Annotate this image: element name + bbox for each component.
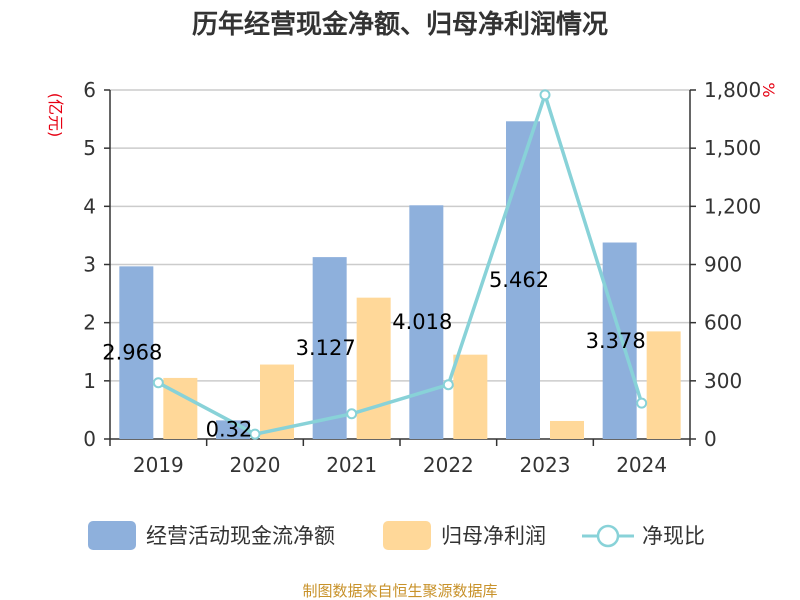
data-label: 3.127: [296, 336, 356, 360]
legend-label: 净现比: [642, 524, 705, 548]
chart-title: 历年经营现金净额、归母净利润情况: [192, 9, 608, 40]
right-tick-label: 1,500: [704, 136, 761, 160]
bar-net-profit[interactable]: [646, 331, 681, 439]
line-point[interactable]: [636, 397, 648, 409]
line-series: [152, 89, 648, 440]
bar-net-profit[interactable]: [356, 297, 391, 439]
line-point[interactable]: [249, 428, 261, 440]
left-tick-label: 6: [83, 78, 96, 102]
line-net-cash-ratio: [157, 89, 644, 436]
right-tick-label: 1,800: [704, 78, 761, 102]
bar-operating-cash-flow[interactable]: [602, 242, 637, 439]
grid-lines: [110, 89, 690, 382]
data-label: 0.32: [206, 418, 253, 442]
right-tick-label: 0: [704, 427, 717, 451]
right-axis-unit: %: [759, 82, 778, 97]
data-label: 2.968: [102, 341, 162, 365]
data-label: 3.378: [586, 329, 646, 353]
right-tick-label: 600: [704, 311, 742, 335]
bar-operating-cash-flow[interactable]: [119, 266, 154, 439]
x-tick-label: 2019: [133, 453, 184, 477]
bar-net-profit[interactable]: [453, 354, 488, 439]
right-tick-label: 1,200: [704, 194, 761, 218]
right-tick-label: 300: [704, 369, 742, 393]
left-tick-label: 5: [83, 136, 96, 160]
data-labels: 2.968 0.32 3.127 4.018 5.462 3.378: [102, 268, 645, 442]
line-point[interactable]: [442, 379, 454, 391]
bar-series: [119, 121, 681, 439]
legend[interactable]: 经营活动现金流净额 归母净利润 净现比: [88, 521, 705, 550]
data-label: 4.018: [392, 310, 452, 334]
line-point[interactable]: [152, 377, 164, 389]
legend-item-operating-cash-flow[interactable]: 经营活动现金流净额: [88, 521, 335, 550]
legend-label: 经营活动现金流净额: [146, 524, 335, 548]
legend-marker: [596, 524, 620, 548]
legend-item-net-profit[interactable]: 归母净利润: [383, 521, 546, 550]
bar-operating-cash-flow[interactable]: [409, 205, 444, 439]
legend-label: 归母净利润: [441, 524, 546, 548]
source-note: 制图数据来自恒生聚源数据库: [302, 582, 497, 600]
x-tick-label: 2023: [520, 453, 571, 477]
data-label: 5.462: [489, 268, 549, 292]
x-tick-label: 2020: [230, 453, 281, 477]
legend-item-net-cash-ratio[interactable]: 净现比: [582, 524, 705, 548]
left-tick-label: 4: [83, 194, 96, 218]
x-tick-label: 2024: [616, 453, 667, 477]
left-tick-label: 1: [83, 369, 96, 393]
x-axis: 2019 2020 2021 2022 2023 2024: [109, 438, 691, 477]
left-tick-label: 2: [83, 311, 96, 335]
legend-swatch: [383, 521, 431, 550]
legend-swatch: [88, 521, 136, 550]
bar-operating-cash-flow[interactable]: [506, 121, 540, 439]
right-axis: 0 300 600 900 1,200 1,500 1,800: [689, 78, 761, 451]
left-axis: 0 1 2 3 4 5 6: [83, 78, 111, 451]
left-tick-label: 0: [83, 427, 96, 451]
line-point[interactable]: [346, 408, 358, 420]
bar-net-profit[interactable]: [550, 420, 584, 439]
line-point[interactable]: [539, 89, 551, 101]
x-tick-label: 2021: [326, 453, 377, 477]
bar-operating-cash-flow[interactable]: [312, 257, 347, 439]
left-tick-label: 3: [83, 253, 96, 277]
left-axis-unit: (亿元): [46, 93, 65, 138]
right-tick-label: 900: [704, 253, 742, 277]
x-tick-label: 2022: [423, 453, 474, 477]
